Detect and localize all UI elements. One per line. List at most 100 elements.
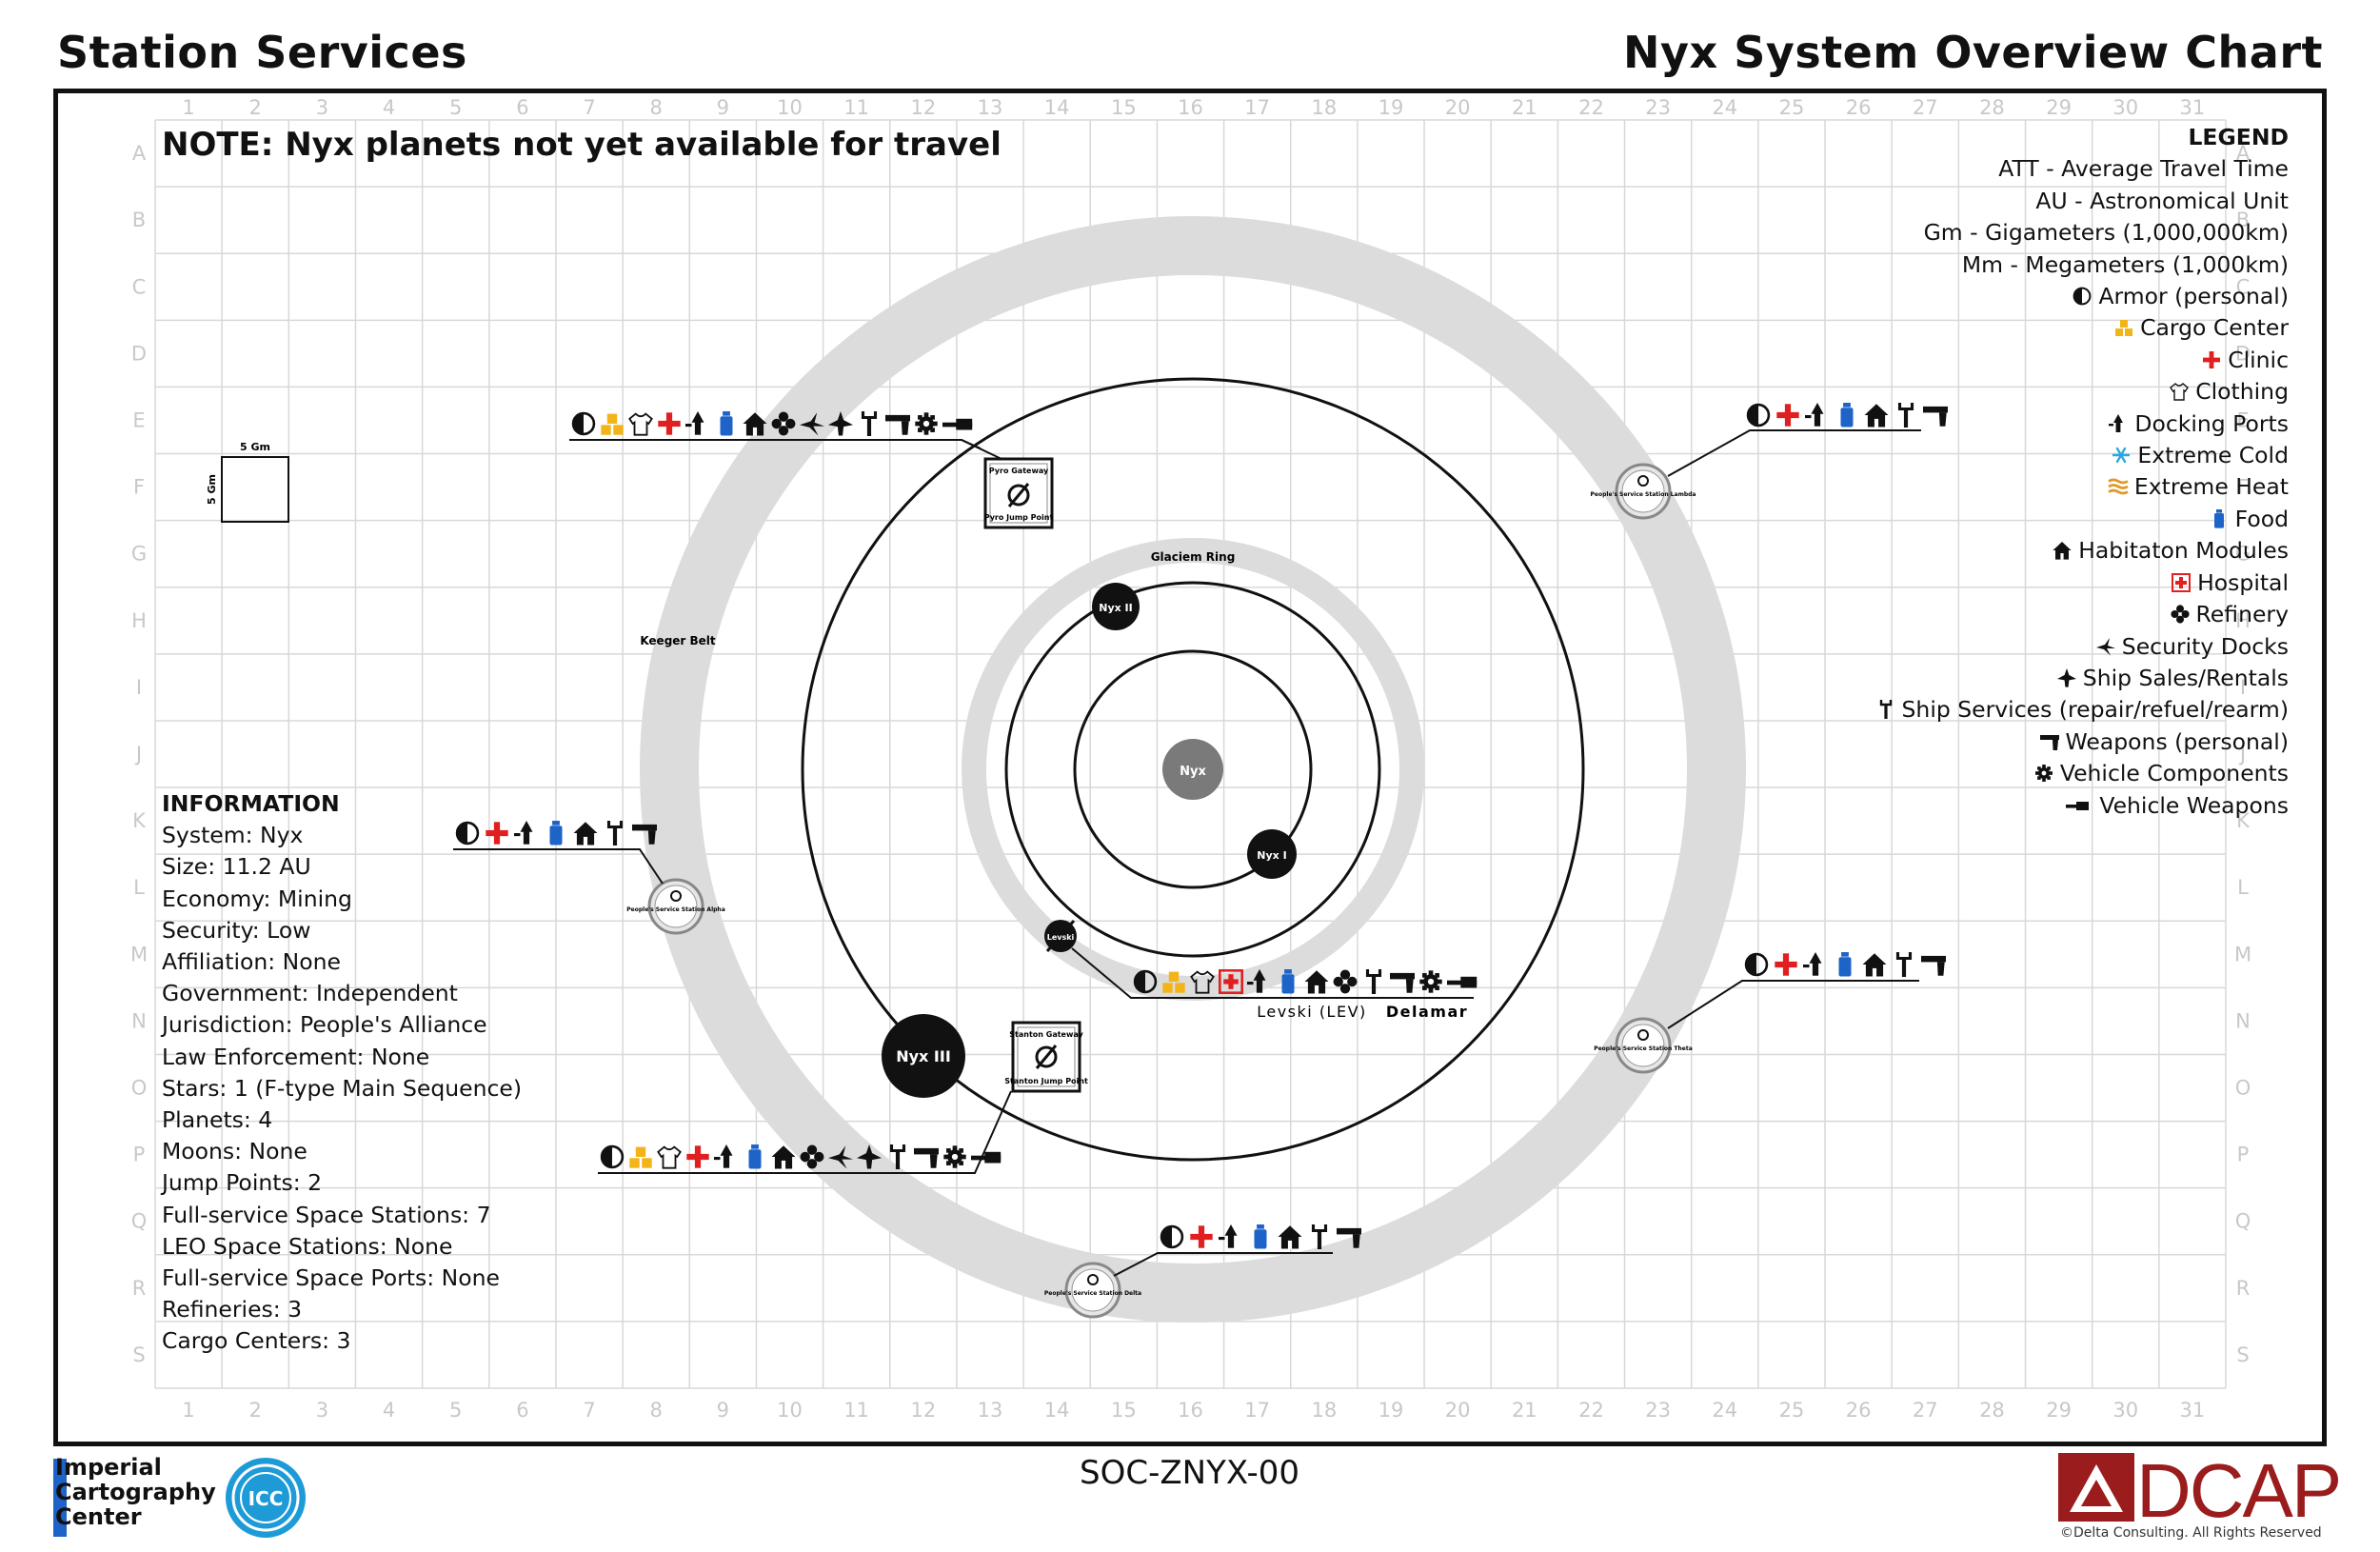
docking-icon [685, 411, 704, 435]
grid-col-label: 5 [449, 1399, 462, 1422]
legend-item: Clinic [1875, 345, 2289, 376]
pyro-jump-point-label: Pyro Jump Point [984, 513, 1054, 522]
planet-nyx-ii[interactable] [1092, 583, 1140, 630]
grid-row-label: O [131, 1077, 148, 1100]
information-line: Size: 11.2 AU [162, 853, 311, 881]
vehicle-components-icon [915, 412, 938, 435]
grid-col-label: 1 [182, 1399, 194, 1422]
grid-col-label: 6 [516, 1399, 528, 1422]
grid-col-label: 20 [1445, 96, 1471, 119]
grid-col-label: 2 [249, 1399, 262, 1422]
armor-icon [571, 411, 596, 436]
dcap-copyright: ©Delta Consulting. All Rights Reserved [2060, 1525, 2322, 1541]
planet-nyx-iii-label: Nyx III [896, 1047, 951, 1065]
planet-nyx-iii[interactable] [882, 1014, 965, 1098]
grid-col-label: 14 [1044, 1399, 1070, 1422]
grid-row-label: F [2237, 476, 2249, 499]
clinic-icon [486, 822, 508, 845]
vehicle-weapons-icon [2066, 801, 2090, 810]
legend-item-label: Cargo Center [2140, 314, 2289, 342]
refinery-icon [2170, 605, 2190, 624]
cargo-icon [1162, 971, 1185, 993]
stanton-gateway-label: Stanton Gateway [1009, 1030, 1083, 1039]
grid-col-label: 13 [978, 1399, 1003, 1422]
legend-item-label: Extreme Heat [2133, 473, 2289, 501]
legend-item: Docking Ports [1875, 408, 2289, 440]
station-lambda-label: People's Service Station Lambda [1591, 491, 1696, 498]
services-station-delta [1160, 1224, 1361, 1249]
docking-icon [514, 821, 533, 845]
dcap-wordmark: DCAP [2136, 1448, 2342, 1533]
grid-row-label: Q [2235, 1210, 2251, 1233]
grid-col-label: 9 [717, 96, 729, 119]
planet-nyx-i[interactable] [1247, 829, 1297, 879]
grid-row-label: R [132, 1277, 147, 1300]
food-icon [549, 821, 563, 846]
clothing-icon [2170, 383, 2190, 401]
ship-services-icon [889, 1144, 906, 1169]
grid-col-label: 19 [1378, 1399, 1404, 1422]
weapons-icon [885, 414, 910, 435]
legend-item-label: Vehicle Components [2059, 760, 2289, 787]
ship-services-icon [606, 821, 624, 846]
food-icon [720, 411, 733, 436]
grid-row-label: I [2240, 676, 2246, 699]
grid-col-label: 20 [1445, 1399, 1471, 1422]
ship-services-icon [1897, 403, 1914, 428]
services-stanton-gateway [600, 1144, 1002, 1169]
information-line: System: Nyx [162, 822, 304, 849]
grid-row-label: N [131, 1009, 147, 1032]
clothing-icon [628, 412, 653, 436]
armor-icon [600, 1144, 625, 1169]
services-station-lambda [1746, 403, 1948, 428]
page-title-right: Nyx System Overview Chart [1623, 27, 2323, 78]
grid-row-label: P [2237, 1144, 2250, 1166]
grid-col-label: 7 [583, 1399, 595, 1422]
legend-item: Vehicle Weapons [1875, 790, 2289, 822]
planet-nyx-ii-label: Nyx II [1099, 602, 1133, 614]
grid-col-label: 29 [2046, 96, 2072, 119]
grid-column-labels-top: 1 2 3 4 5 6 7 8 9 10 11 12 13 14 15 16 17 18 19 20 21 22 23 24 2… [182, 96, 2205, 119]
legend-item-label: Clothing [2195, 378, 2289, 406]
map-frame [53, 89, 2327, 1446]
information-line: Moons: None [162, 1138, 307, 1165]
grid-col-label: 19 [1378, 96, 1404, 119]
clothing-icon [657, 1145, 682, 1169]
grid-row-label: A [132, 142, 147, 165]
grid-row-label: I [136, 676, 142, 699]
grid-col-label: 9 [717, 1399, 729, 1422]
station-theta[interactable]: People's Service Station Theta [1594, 1017, 1693, 1074]
weapons-icon [1390, 972, 1415, 993]
stanton-jump-point[interactable]: Stanton Gateway Stanton Jump Point [1004, 1021, 1088, 1093]
security-icon [2095, 637, 2115, 656]
grid-col-label: 25 [1779, 96, 1805, 119]
grid-row-label: A [2236, 142, 2251, 165]
grid-col-label: 7 [583, 96, 595, 119]
vehicle-components-icon [1419, 970, 1442, 993]
hospital-icon [2172, 572, 2192, 592]
vehicle-weapons-icon [971, 1151, 1002, 1164]
grid-col-label: 22 [1578, 96, 1604, 119]
station-lambda[interactable]: People's Service Station Lambda [1591, 463, 1696, 520]
legend-item: Clothing [1875, 376, 2289, 408]
grid-col-label: 28 [1979, 1399, 2005, 1422]
hospital-icon [1219, 968, 1244, 994]
grid-col-label: 31 [2180, 1399, 2206, 1422]
legend-item-label: Weapons (personal) [2065, 727, 2289, 755]
ship-services-icon [1895, 952, 1913, 977]
station-alpha-label: People's Service Station Alpha [626, 906, 725, 913]
grid-row-label: J [134, 743, 142, 766]
docking-icon [2109, 413, 2124, 432]
levski-planet-label: Delamar [1386, 1003, 1468, 1021]
grid-row-label: C [2236, 275, 2251, 298]
station-delta[interactable]: People's Service Station Delta [1044, 1262, 1141, 1319]
legend-abbr-gm: Gm - Gigameters (1,000,000km) [1923, 219, 2289, 247]
grid-row-label: S [132, 1343, 145, 1366]
station-alpha[interactable]: People's Service Station Alpha [626, 878, 725, 935]
grid-col-label: 29 [2046, 1399, 2072, 1422]
legend-item-label: Food [2234, 505, 2289, 532]
grid-row-label: B [132, 209, 146, 231]
ship-sales-icon [2056, 667, 2076, 687]
legend-item: Hospital [1875, 567, 2289, 599]
vehicle-weapons-icon [1447, 976, 1478, 988]
